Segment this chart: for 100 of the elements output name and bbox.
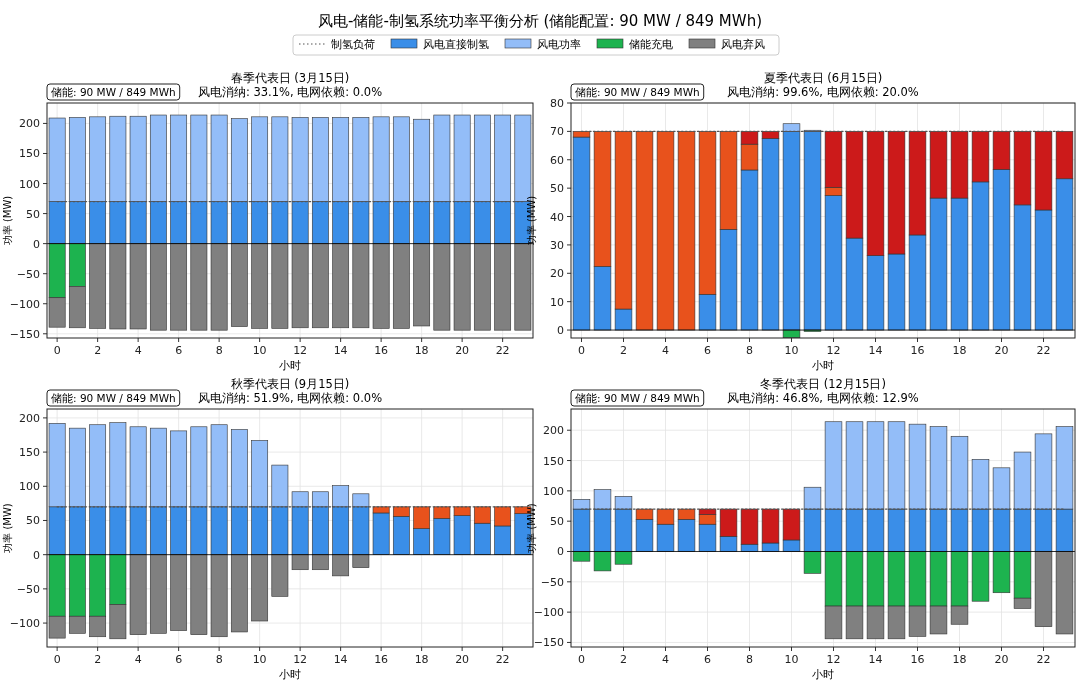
bar: [803, 131, 822, 331]
y-tick-label: 30: [550, 238, 564, 252]
y-tick-label: 0: [557, 324, 564, 338]
chart-title: 冬季代表日 (12月15日): [760, 377, 886, 391]
text: 储能: 90 MW / 849 MWh: [575, 86, 700, 98]
x-tick-label: 6: [704, 344, 711, 357]
x-tick-label: 18: [414, 653, 429, 666]
y-tick-label: 50: [550, 515, 564, 529]
y-tick-label: 200: [19, 411, 40, 425]
x-tick-label: 2: [620, 653, 627, 666]
x-tick-label: 8: [215, 653, 223, 666]
chart-subtitle: 风电消纳: 46.8%, 电网依赖: 12.9%: [727, 391, 919, 405]
x-tick-label: 0: [578, 344, 585, 357]
x-tick-label: 12: [826, 653, 841, 666]
y-tick-label: 200: [19, 117, 40, 131]
y-tick-label: 100: [543, 484, 564, 498]
x-tick-label: 16: [910, 344, 925, 357]
x-tick-label: 12: [293, 653, 308, 666]
x-axis-title: 小时: [812, 668, 834, 680]
y-tick-label: 20: [550, 267, 564, 281]
x-axis-title: 小时: [279, 668, 301, 680]
y-tick-label: 0: [33, 237, 40, 251]
x-tick-label: 0: [53, 653, 61, 666]
y-tick-label: 50: [26, 514, 40, 528]
x-tick-label: 16: [910, 653, 925, 666]
x-tick-label: 22: [495, 344, 510, 357]
x-tick-label: 6: [704, 653, 711, 666]
x-tick-label: 10: [784, 653, 799, 666]
bar: [656, 131, 675, 331]
x-tick-label: 22: [1036, 653, 1051, 666]
x-tick-label: 6: [175, 653, 183, 666]
x-axis-title: 小时: [812, 359, 834, 372]
x-tick-label: 14: [868, 344, 883, 357]
y-tick-label: −100: [9, 297, 40, 311]
chart-subtitle: 风电消纳: 51.9%, 电网依赖: 0.0%: [197, 391, 383, 405]
x-tick-label: 16: [374, 653, 389, 666]
x-axis-title: 小时: [279, 359, 301, 372]
y-tick-label: 50: [26, 207, 40, 221]
y-tick-label: −100: [533, 606, 564, 620]
x-tick-label: 18: [952, 344, 967, 357]
x-tick-label: 18: [414, 344, 429, 357]
y-tick-label: 200: [543, 424, 564, 438]
text: 储能: 90 MW / 849 MWh: [51, 86, 176, 98]
x-tick-label: 0: [578, 653, 585, 666]
y-tick-label: 60: [550, 153, 564, 167]
x-tick-label: 20: [994, 344, 1009, 357]
x-tick-label: 6: [175, 344, 183, 357]
chart-subtitle: 风电消纳: 33.1%, 电网依赖: 0.0%: [197, 85, 383, 99]
y-tick-label: 0: [557, 545, 564, 559]
y-axis-title: 功率 (MW): [526, 503, 537, 553]
y-tick-label: 80: [550, 97, 564, 110]
bar: [635, 131, 654, 331]
y-tick-label: −100: [9, 617, 40, 631]
x-tick-label: 12: [826, 344, 841, 357]
legend-label: 风电功率: [537, 38, 581, 50]
x-tick-label: 2: [620, 344, 627, 357]
x-tick-label: 2: [94, 344, 102, 357]
y-tick-label: −50: [16, 582, 40, 596]
legend-label: 风电弃风: [721, 38, 765, 50]
y-tick-label: 100: [19, 480, 40, 494]
legend-label: 风电直接制氢: [423, 38, 489, 50]
x-tick-label: 4: [662, 653, 669, 666]
text: 风电-储能-制氢系统功率平衡分析 (储能配置: 90 MW / 849 MWh): [317, 12, 763, 30]
y-tick-label: −50: [16, 267, 40, 281]
text: 储能: 90 MW / 849 MWh: [51, 392, 176, 404]
y-tick-label: 150: [19, 147, 40, 161]
x-tick-label: 8: [746, 653, 753, 666]
legend-label: 储能充电: [629, 38, 673, 50]
y-tick-label: 100: [19, 177, 40, 191]
x-tick-label: 16: [374, 344, 389, 357]
x-tick-label: 20: [994, 653, 1009, 666]
y-tick-label: 10: [550, 295, 564, 309]
legend-label: 制氢负荷: [331, 38, 375, 50]
x-tick-label: 0: [53, 344, 61, 357]
y-tick-label: 50: [550, 182, 564, 196]
x-tick-label: 14: [868, 653, 883, 666]
x-tick-label: 18: [952, 653, 967, 666]
text: 储能: 90 MW / 849 MWh: [575, 392, 700, 404]
y-tick-label: −50: [540, 575, 564, 589]
y-tick-label: 0: [33, 548, 40, 562]
chart-title: 夏季代表日 (6月15日): [763, 71, 883, 85]
x-tick-label: 2: [94, 653, 102, 666]
x-tick-label: 4: [662, 344, 669, 357]
x-tick-label: 12: [293, 344, 308, 357]
x-tick-label: 10: [784, 344, 799, 357]
chart-title: 秋季代表日 (9月15日): [230, 377, 350, 391]
x-tick-label: 22: [495, 653, 510, 666]
x-tick-label: 14: [333, 653, 348, 666]
chart-title: 春季代表日 (3月15日): [230, 71, 350, 85]
x-tick-label: 20: [455, 653, 470, 666]
y-tick-label: −150: [533, 636, 564, 650]
y-tick-label: 150: [543, 454, 564, 468]
x-tick-label: 4: [134, 344, 142, 357]
x-tick-label: 22: [1036, 344, 1051, 357]
x-tick-label: 8: [215, 344, 223, 357]
bar: [677, 131, 696, 331]
y-tick-label: 40: [550, 210, 564, 224]
chart-subtitle: 风电消纳: 99.6%, 电网依赖: 20.0%: [727, 85, 919, 99]
x-tick-label: 14: [333, 344, 348, 357]
y-tick-label: 150: [19, 446, 40, 460]
